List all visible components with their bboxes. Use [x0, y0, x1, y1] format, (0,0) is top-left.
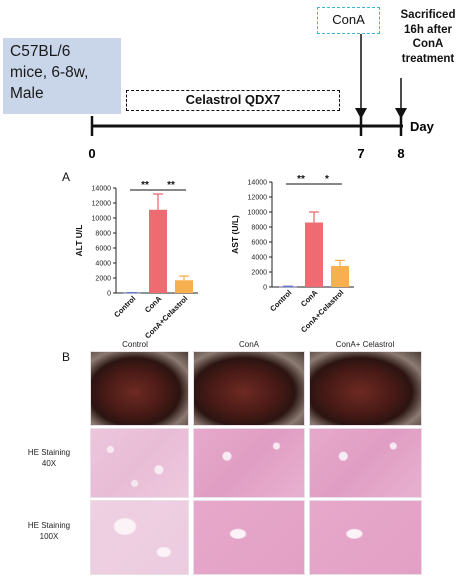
- ast-bar-1: [305, 222, 323, 287]
- mouse-info-text: C57BL/6 mice, 6-8w, Male: [10, 43, 89, 102]
- ast-category-label-0: Control: [268, 288, 293, 313]
- treatment-box: [126, 90, 340, 111]
- ast-sig-label-1: *: [325, 174, 329, 185]
- cona-label: ConA: [332, 12, 365, 27]
- alt-ylabel: ALT U/L: [74, 225, 84, 257]
- sacrifice-arrow-head: [395, 108, 407, 119]
- row-label-100x: HE Staining 100X: [27, 521, 71, 541]
- ast-sig-label-0: **: [297, 174, 305, 185]
- alt-category-label-1: ConA: [143, 294, 164, 315]
- liver-photo-cona: [193, 351, 305, 426]
- sacrifice-label: Sacrificed 16h after ConA treatment: [400, 9, 456, 65]
- liver-photo-control: [90, 351, 189, 426]
- liver-photo-cona-celastrol: [309, 351, 422, 426]
- ast-ylabel: AST (U/L): [230, 215, 240, 254]
- ast-ytick-label-5: 10000: [248, 210, 268, 217]
- he-100x-cona-celastrol: [309, 500, 422, 575]
- panel-a-label: A: [62, 170, 71, 184]
- ast-ytick-label-2: 4000: [251, 255, 267, 262]
- cona-arrow-head: [355, 108, 367, 119]
- tick-label-7: 7: [357, 146, 364, 160]
- alt-ytick-label-3: 6000: [95, 246, 111, 253]
- he-100x-control: [90, 500, 189, 575]
- he-40x-cona: [193, 428, 305, 498]
- ast-ytick-label-1: 2000: [251, 270, 267, 277]
- he-100x-cona: [193, 500, 305, 575]
- cona-box: [317, 7, 380, 34]
- alt-ytick-label-6: 12000: [92, 201, 112, 208]
- alt-category-label-0: Control: [112, 294, 137, 319]
- alt-ytick-label-7: 14000: [92, 186, 112, 193]
- alt-sig-label-0: **: [141, 180, 149, 191]
- alt-ytick-label-0: 0: [107, 291, 111, 298]
- alt-sig-label-1: **: [167, 180, 175, 191]
- tick-label-8: 8: [397, 146, 404, 160]
- alt-chart: 0 2000 4000 6000 8000 10000 12000 14000 ALT U/L C…: [74, 180, 198, 338]
- row-label-40x: HE Staining 40X: [27, 448, 71, 468]
- ast-ytick-label-7: 14000: [248, 180, 268, 187]
- panel-b-label: B: [62, 350, 71, 364]
- mouse-info-box: [3, 38, 121, 114]
- ast-chart: 0 2000 4000 6000 8000 10000 12000 14000 AST (U/L…: [230, 174, 354, 332]
- ast-ytick-label-4: 8000: [251, 225, 267, 232]
- ast-ytick-label-3: 6000: [251, 240, 267, 247]
- day-axis-label: Day: [410, 119, 435, 134]
- ast-bar-2: [331, 266, 349, 287]
- ast-ytick-label-0: 0: [263, 285, 267, 292]
- tick-label-0: 0: [88, 146, 95, 160]
- ast-category-label-1: ConA: [299, 288, 320, 309]
- column-label-cona: ConA: [238, 340, 259, 349]
- ast-ytick-label-6: 12000: [248, 195, 268, 202]
- ast-bar-0: [279, 286, 297, 288]
- alt-ytick-label-5: 10000: [92, 216, 112, 223]
- alt-bar-2: [175, 280, 193, 293]
- column-label-control: Control: [122, 340, 148, 349]
- alt-ytick-label-4: 8000: [95, 231, 111, 238]
- column-label-cona-celastrol: ConA+ Celastrol: [335, 340, 395, 349]
- alt-bar-1: [149, 209, 167, 293]
- treatment-label: Celastrol QDX7: [185, 92, 281, 107]
- alt-ytick-label-1: 2000: [95, 276, 111, 283]
- timeline-axis-svg: 0 7 8 Day: [88, 34, 435, 160]
- he-40x-control: [90, 428, 189, 498]
- he-40x-cona-celastrol: [309, 428, 422, 498]
- alt-ytick-label-2: 4000: [95, 261, 111, 268]
